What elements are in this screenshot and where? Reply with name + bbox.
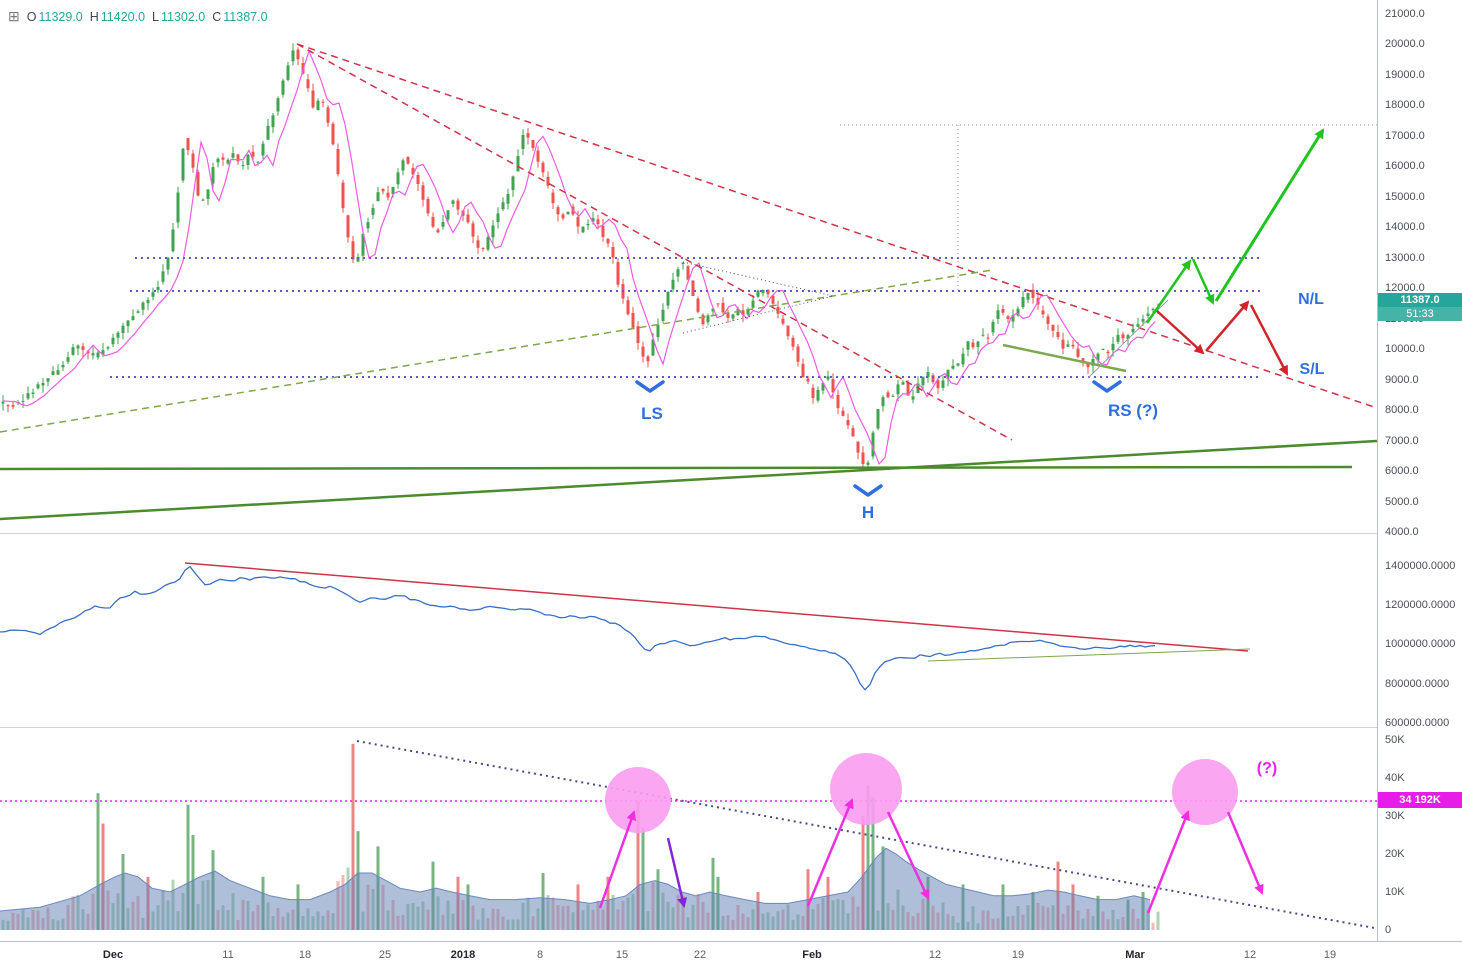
time-tick-label: 15 bbox=[615, 949, 629, 961]
indicator-panel[interactable] bbox=[0, 534, 1377, 727]
ohlc-pair: L 11302.0 bbox=[152, 10, 205, 24]
axis-tick-label: 30K bbox=[1385, 810, 1405, 822]
axis-tick-label: 7000.0 bbox=[1385, 434, 1419, 447]
axis-tick-label: 20000.0 bbox=[1385, 38, 1425, 51]
bar-countdown-timer: 51:33 bbox=[1378, 306, 1462, 321]
ohlc-pair: O 11329.0 bbox=[27, 10, 83, 24]
time-tick-label: 2018 bbox=[450, 949, 476, 961]
axis-tick-label: 1400000.0000 bbox=[1385, 559, 1456, 572]
axis-tick-label: 600000.0000 bbox=[1385, 717, 1450, 729]
axis-tick-label: 50K bbox=[1385, 734, 1405, 746]
axis-tick-label: 8000.0 bbox=[1385, 404, 1419, 417]
ohlc-value: 11302.0 bbox=[160, 9, 206, 24]
axis-tick-label: 18000.0 bbox=[1385, 99, 1425, 112]
ohlc-pair: C 11387.0 bbox=[212, 10, 267, 24]
time-tick-label: 19 bbox=[1011, 949, 1025, 961]
time-tick-label: 8 bbox=[536, 949, 544, 961]
axis-tick-label: 13000.0 bbox=[1385, 251, 1425, 264]
axis-tick-label: 17000.0 bbox=[1385, 129, 1425, 142]
axis-tick-label: 800000.0000 bbox=[1385, 677, 1450, 690]
axis-tick-label: 19000.0 bbox=[1385, 68, 1425, 81]
price-chart-panel[interactable] bbox=[0, 0, 1377, 533]
panel-separator[interactable] bbox=[0, 727, 1462, 728]
ohlc-label: O bbox=[26, 9, 37, 24]
panel-separator[interactable] bbox=[0, 533, 1462, 534]
time-tick-label: 22 bbox=[693, 949, 707, 961]
ohlc-label: L bbox=[152, 9, 159, 24]
time-tick-label: Feb bbox=[802, 949, 822, 961]
ohlc-value: 11420.0 bbox=[100, 9, 146, 24]
price-scale[interactable]: 21000.0 20000.0 19000.0 18000.0 17000.0 16000… bbox=[1377, 0, 1462, 969]
last-price-value: 11387.0 bbox=[1400, 293, 1440, 306]
time-scale[interactable]: Dec 11 18 25 2018 8 15 22 Feb 12 19 Mar 12 19 bbox=[0, 941, 1462, 969]
time-tick-label: Mar bbox=[1125, 949, 1145, 961]
axis-tick-label: 5000.0 bbox=[1385, 495, 1419, 508]
time-tick-label: 12 bbox=[928, 949, 942, 961]
axis-tick-label: 10000.0 bbox=[1385, 343, 1425, 356]
time-tick-label: 25 bbox=[378, 949, 392, 961]
axis-tick-label: 0 bbox=[1385, 924, 1392, 936]
ohlc-value: 11329.0 bbox=[38, 9, 83, 24]
ohlc-label: H bbox=[89, 9, 99, 24]
time-tick-label: 18 bbox=[298, 949, 312, 961]
axis-tick-label: 9000.0 bbox=[1385, 373, 1419, 386]
axis-tick-label: 6000.0 bbox=[1385, 465, 1419, 478]
time-tick-label: 19 bbox=[1323, 949, 1337, 961]
ohlc-pair: H 11420.0 bbox=[90, 10, 145, 24]
axis-tick-label: 4000.0 bbox=[1385, 526, 1419, 539]
volume-panel[interactable] bbox=[0, 728, 1377, 941]
axis-tick-label: 1000000.0000 bbox=[1385, 638, 1456, 651]
time-tick-label: Dec bbox=[102, 949, 124, 961]
axis-tick-label: 14000.0 bbox=[1385, 221, 1425, 234]
ohlc-label: C bbox=[212, 9, 222, 24]
axis-tick-label: 16000.0 bbox=[1385, 160, 1425, 173]
time-tick-label: 11 bbox=[222, 949, 234, 961]
axis-tick-label: 1200000.0000 bbox=[1385, 598, 1456, 611]
axis-tick-label: 20K bbox=[1385, 848, 1405, 860]
axis-tick-label: 10K bbox=[1385, 886, 1405, 898]
ohlc-value: 11387.0 bbox=[223, 9, 268, 24]
chart-expand-icon[interactable]: ⊞ bbox=[8, 8, 20, 24]
time-tick-label: 12 bbox=[1243, 949, 1257, 961]
ohlc-legend: ⊞ O 11329.0 H 11420.0 L 11302.0 C 11387.0 bbox=[8, 8, 268, 25]
last-price-badge: 11387.0 51:33 bbox=[1378, 292, 1462, 321]
axis-tick-label: 40K bbox=[1385, 772, 1405, 784]
volume-level-badge: 34 192K bbox=[1378, 792, 1462, 809]
axis-tick-label: 12000.0 bbox=[1385, 282, 1425, 295]
axis-tick-label: 21000.0 bbox=[1385, 8, 1425, 20]
axis-tick-label: 15000.0 bbox=[1385, 190, 1425, 203]
